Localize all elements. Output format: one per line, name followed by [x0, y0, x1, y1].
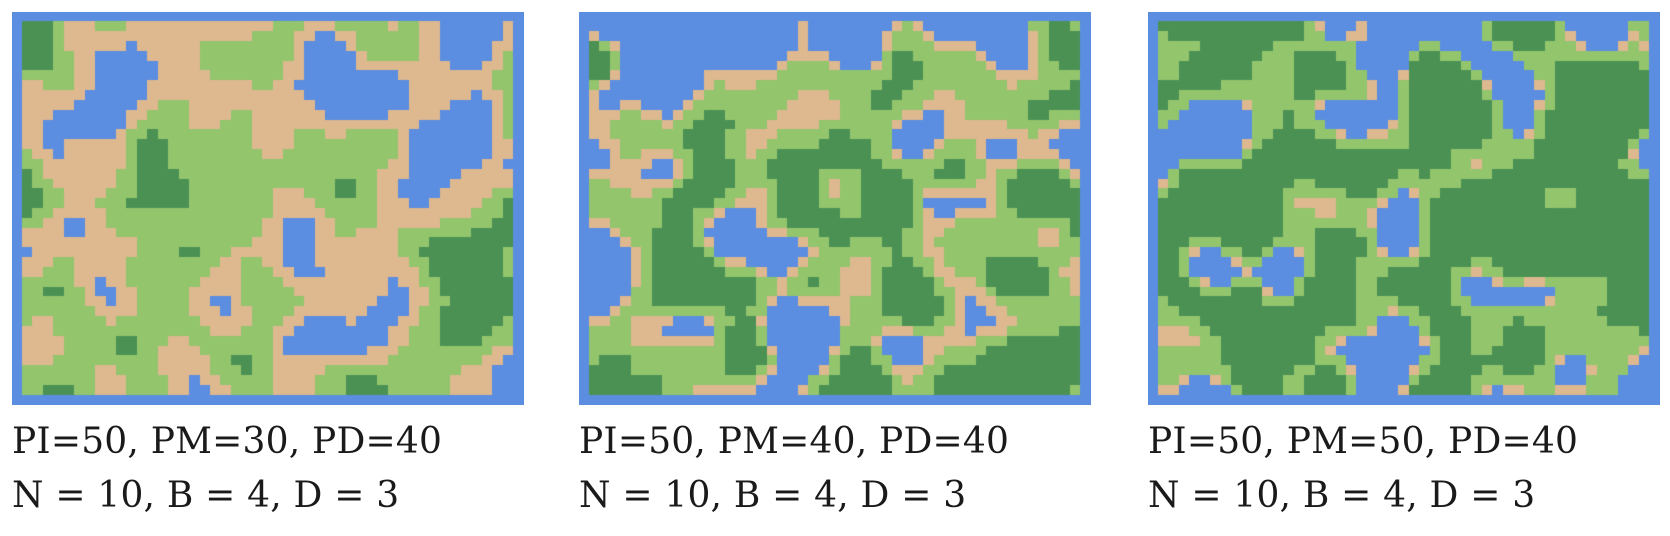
terrain-map-1 [12, 12, 524, 405]
settings-caption-1: N = 10, B = 4, D = 3 [12, 475, 400, 516]
terrain-map-2 [579, 12, 1091, 405]
settings-caption-3: N = 10, B = 4, D = 3 [1148, 475, 1536, 516]
params-caption-3: PI=50, PM=50, PD=40 [1148, 421, 1579, 462]
params-caption-1: PI=50, PM=30, PD=40 [12, 421, 443, 462]
terrain-map-3 [1148, 12, 1660, 405]
map-panel-3: PI=50, PM=50, PD=40 N = 10, B = 4, D = 3 [1148, 0, 1663, 536]
map-panel-2: PI=50, PM=40, PD=40 N = 10, B = 4, D = 3 [579, 0, 1094, 536]
settings-caption-2: N = 10, B = 4, D = 3 [579, 475, 967, 516]
map-panel-1: PI=50, PM=30, PD=40 N = 10, B = 4, D = 3 [12, 0, 527, 536]
params-caption-2: PI=50, PM=40, PD=40 [579, 421, 1010, 462]
